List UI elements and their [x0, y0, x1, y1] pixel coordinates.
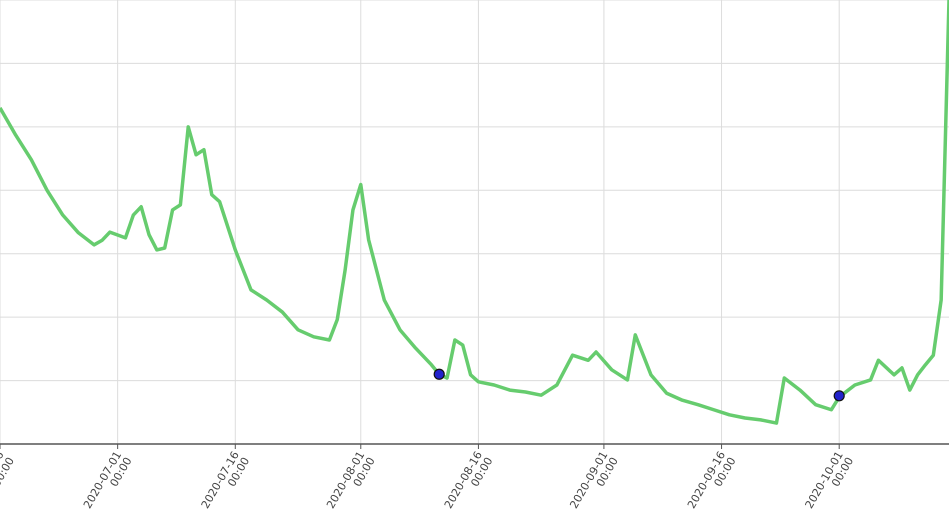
point-marker [833, 390, 845, 402]
point-marker [433, 368, 445, 380]
data-line [0, 0, 949, 425]
x-tick-label-time: 00:00 [0, 455, 17, 489]
